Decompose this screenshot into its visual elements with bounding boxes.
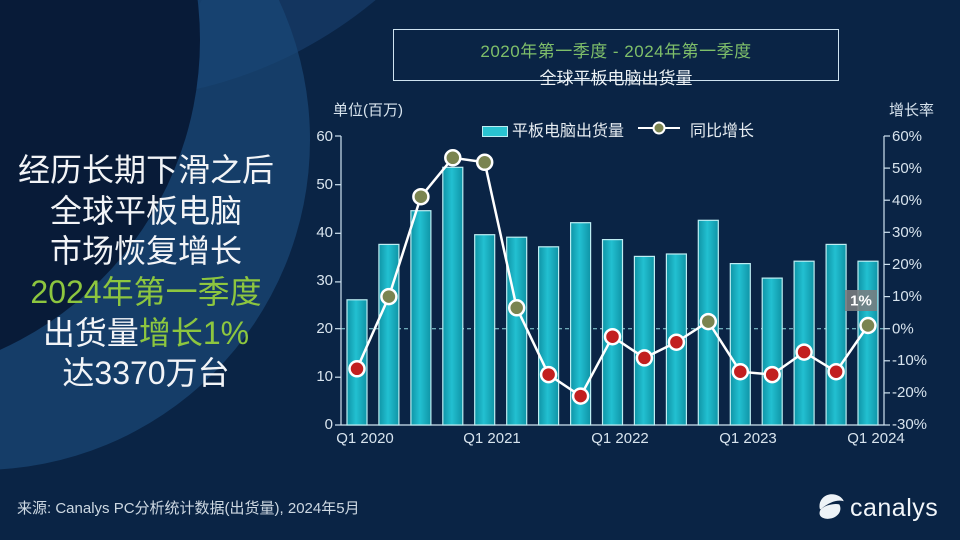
svg-text:60%: 60% — [892, 128, 922, 145]
svg-text:30%: 30% — [892, 224, 922, 241]
svg-text:-20%: -20% — [892, 384, 927, 401]
svg-text:10%: 10% — [892, 288, 922, 305]
svg-text:30: 30 — [316, 272, 333, 289]
svg-text:50: 50 — [316, 176, 333, 193]
svg-text:20: 20 — [316, 320, 333, 337]
svg-text:0%: 0% — [892, 321, 914, 338]
svg-text:10: 10 — [316, 368, 333, 385]
svg-text:40%: 40% — [892, 192, 922, 209]
svg-text:60: 60 — [316, 128, 333, 145]
svg-text:50%: 50% — [892, 160, 922, 177]
svg-text:1%: 1% — [850, 293, 872, 310]
svg-text:-10%: -10% — [892, 352, 927, 369]
svg-text:20%: 20% — [892, 256, 922, 273]
svg-text:40: 40 — [316, 224, 333, 241]
